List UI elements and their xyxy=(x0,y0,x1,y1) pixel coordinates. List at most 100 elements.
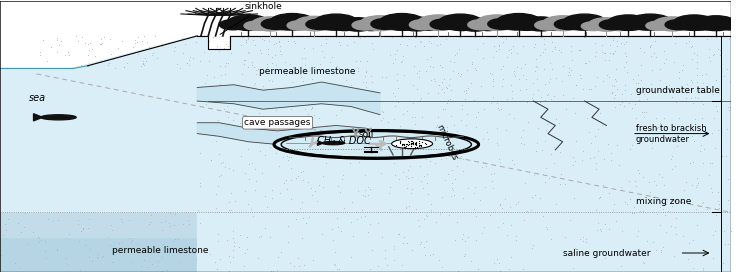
Point xyxy=(337,206,349,211)
Point xyxy=(317,174,329,178)
Point xyxy=(72,218,84,222)
Point xyxy=(332,184,344,188)
Circle shape xyxy=(488,18,517,29)
Point xyxy=(713,205,724,210)
Point xyxy=(658,183,670,187)
Point xyxy=(406,141,417,146)
Point xyxy=(686,134,698,138)
Point xyxy=(454,74,465,79)
Point xyxy=(341,43,353,48)
Point xyxy=(354,59,366,64)
Point xyxy=(511,65,523,70)
Point xyxy=(629,178,641,183)
Point xyxy=(406,115,417,119)
Point xyxy=(448,193,460,197)
Point xyxy=(599,222,610,226)
Point xyxy=(477,137,488,141)
Point xyxy=(116,220,128,224)
Point xyxy=(14,266,26,270)
Point xyxy=(528,45,540,49)
Point xyxy=(388,244,400,248)
Point xyxy=(431,123,443,127)
Point xyxy=(630,135,642,140)
Point xyxy=(177,249,189,254)
Point xyxy=(690,73,702,78)
Circle shape xyxy=(476,15,518,30)
Point xyxy=(487,84,499,88)
Point xyxy=(239,171,251,175)
Point xyxy=(616,188,628,192)
Point xyxy=(697,266,709,270)
Point xyxy=(667,90,679,94)
Point xyxy=(496,35,508,39)
Point xyxy=(240,234,252,239)
Point xyxy=(446,98,458,103)
Point xyxy=(281,153,293,158)
Point xyxy=(259,226,271,230)
Point xyxy=(171,61,183,66)
Point xyxy=(574,73,586,78)
Point xyxy=(421,154,433,158)
Point xyxy=(402,176,414,180)
Point xyxy=(607,51,619,55)
Point xyxy=(650,248,662,252)
Point xyxy=(289,41,301,45)
Point xyxy=(400,173,412,178)
Point xyxy=(241,247,253,251)
Point xyxy=(503,48,515,52)
Point xyxy=(646,146,658,150)
Point xyxy=(710,212,722,217)
Point xyxy=(375,171,387,175)
Point xyxy=(329,262,341,267)
Point xyxy=(273,97,285,101)
Point xyxy=(625,92,637,96)
Point xyxy=(712,128,724,132)
Point xyxy=(201,73,212,78)
Point xyxy=(403,140,414,144)
Point xyxy=(60,256,72,260)
Point xyxy=(333,40,345,44)
Point xyxy=(645,43,656,48)
Point xyxy=(365,74,377,78)
Point xyxy=(497,76,508,81)
Point xyxy=(295,131,306,135)
Point xyxy=(478,107,490,111)
Point xyxy=(619,82,630,87)
Point xyxy=(74,268,86,272)
Point xyxy=(36,238,47,243)
Point xyxy=(263,121,275,126)
Point xyxy=(559,107,571,111)
Point xyxy=(593,194,605,199)
Point xyxy=(608,84,619,88)
Point xyxy=(645,54,657,59)
Point xyxy=(132,35,144,39)
Point xyxy=(689,116,701,121)
Point xyxy=(243,51,255,55)
Point xyxy=(215,73,227,78)
Point xyxy=(639,261,650,265)
Point xyxy=(411,87,423,91)
Point xyxy=(630,123,642,127)
Circle shape xyxy=(360,16,400,31)
Point xyxy=(400,145,411,149)
Point xyxy=(266,61,278,65)
Point xyxy=(212,239,224,243)
Point xyxy=(213,173,225,178)
Point xyxy=(663,83,675,87)
Circle shape xyxy=(673,21,699,30)
Point xyxy=(623,179,635,183)
Point xyxy=(402,168,414,172)
Point xyxy=(268,90,280,94)
Point xyxy=(690,183,702,187)
Point xyxy=(556,79,568,83)
Point xyxy=(123,218,135,222)
Point xyxy=(55,39,67,43)
Ellipse shape xyxy=(322,141,345,145)
Point xyxy=(393,142,405,146)
Point xyxy=(299,107,311,112)
Point xyxy=(221,237,233,242)
Point xyxy=(286,151,297,155)
Point xyxy=(388,139,400,143)
Point xyxy=(506,89,518,94)
Point xyxy=(292,174,304,178)
